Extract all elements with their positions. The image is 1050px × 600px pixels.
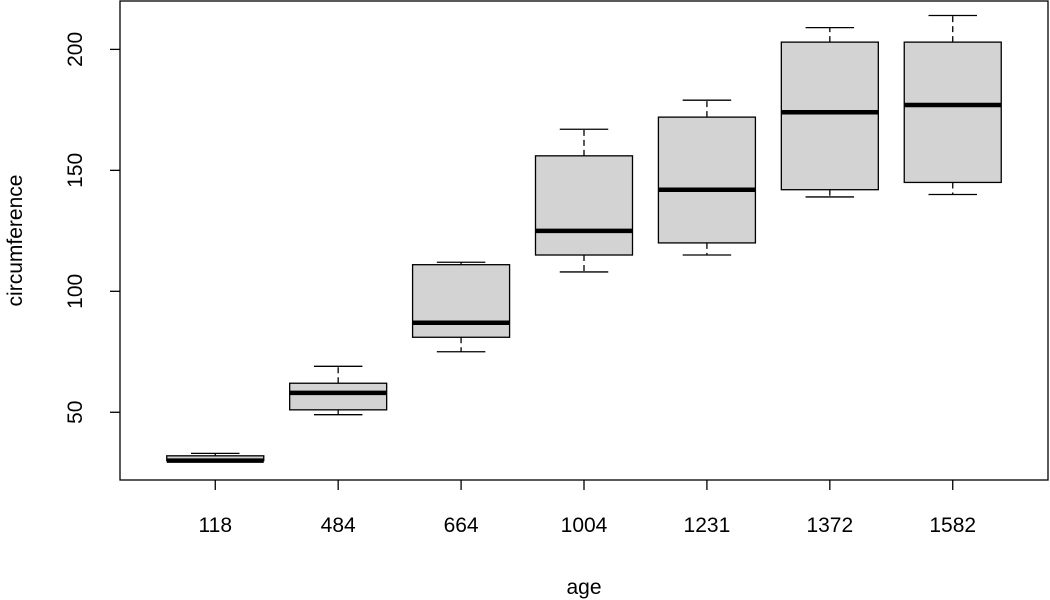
y-tick-label: 200	[64, 32, 87, 67]
boxes-group	[166, 14, 1002, 463]
box-1582	[903, 14, 1002, 196]
x-tick-label: 1231	[684, 514, 731, 537]
y-axis-title: circumference	[4, 175, 27, 307]
box-118	[166, 452, 265, 463]
box-rect	[657, 116, 757, 244]
x-tick-label: 1582	[929, 514, 976, 537]
x-tick-label: 1372	[806, 514, 853, 537]
x-axis: 118 484 664 1004 1231 1372 1582	[199, 480, 976, 537]
x-tick-label: 664	[444, 514, 479, 537]
x-tick-label: 484	[321, 514, 356, 537]
x-tick-label: 118	[199, 514, 232, 537]
x-axis-title: age	[566, 576, 601, 599]
box-rect	[411, 264, 511, 338]
y-tick-label: 50	[64, 401, 87, 424]
y-axis: 50 100 150 200	[64, 32, 120, 424]
y-tick-label: 150	[64, 153, 87, 188]
box-1004	[534, 128, 634, 273]
x-tick-label: 1004	[561, 514, 608, 537]
box-1372	[780, 26, 879, 198]
box-rect	[780, 41, 879, 191]
box-rect	[903, 41, 1002, 184]
box-rect	[534, 155, 634, 256]
box-664	[411, 261, 511, 353]
box-rect	[289, 382, 388, 411]
box-1231	[657, 99, 757, 256]
box-484	[289, 365, 388, 416]
y-tick-label: 100	[64, 274, 87, 309]
